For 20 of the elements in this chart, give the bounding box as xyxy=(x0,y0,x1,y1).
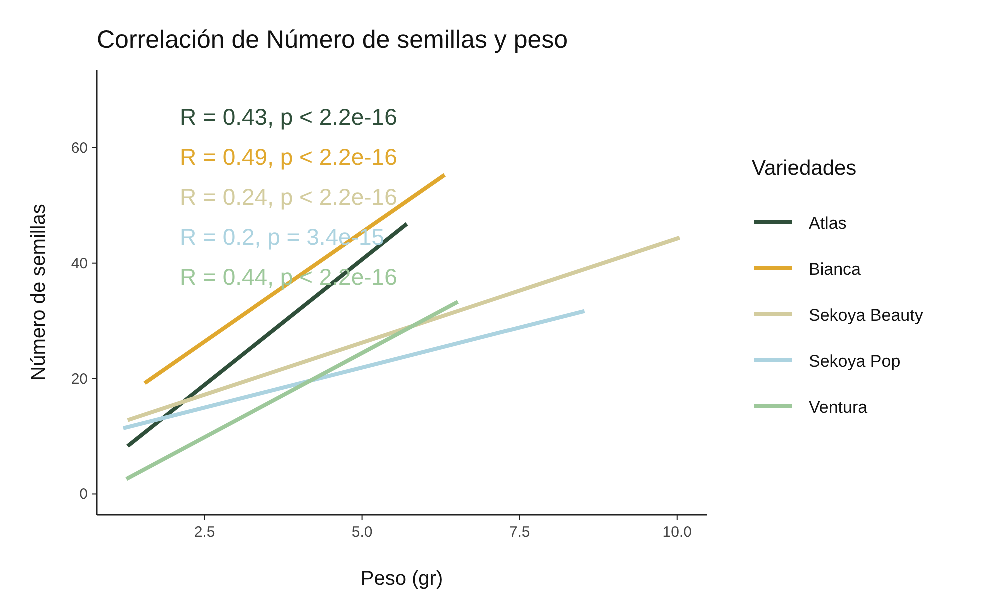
annotation: R = 0.43, p < 2.2e-16 xyxy=(180,104,398,130)
x-tick-label: 7.5 xyxy=(509,524,530,541)
annotation: R = 0.24, p < 2.2e-16 xyxy=(180,184,398,210)
x-tick-label: 2.5 xyxy=(194,524,216,541)
y-tick-label: 40 xyxy=(71,255,88,272)
legend-label: Bianca xyxy=(809,260,862,279)
legend-label: Sekoya Pop xyxy=(809,352,901,371)
x-tick-label: 10.0 xyxy=(662,524,692,541)
y-tick-label: 20 xyxy=(71,370,88,388)
legend-label: Ventura xyxy=(809,398,868,417)
y-axis-title: Número de semillas xyxy=(28,204,50,381)
y-tick-label: 60 xyxy=(71,140,88,157)
annotation: R = 0.49, p < 2.2e-16 xyxy=(180,144,398,170)
chart-title: Correlación de Número de semillas y peso xyxy=(97,26,568,54)
legend-label: Atlas xyxy=(809,214,847,233)
y-tick-label: 0 xyxy=(80,486,88,504)
x-tick-label: 5.0 xyxy=(352,524,373,541)
legend-label: Sekoya Beauty xyxy=(809,306,924,325)
legend-title: Variedades xyxy=(752,157,857,180)
x-axis-title: Peso (gr) xyxy=(360,568,444,590)
